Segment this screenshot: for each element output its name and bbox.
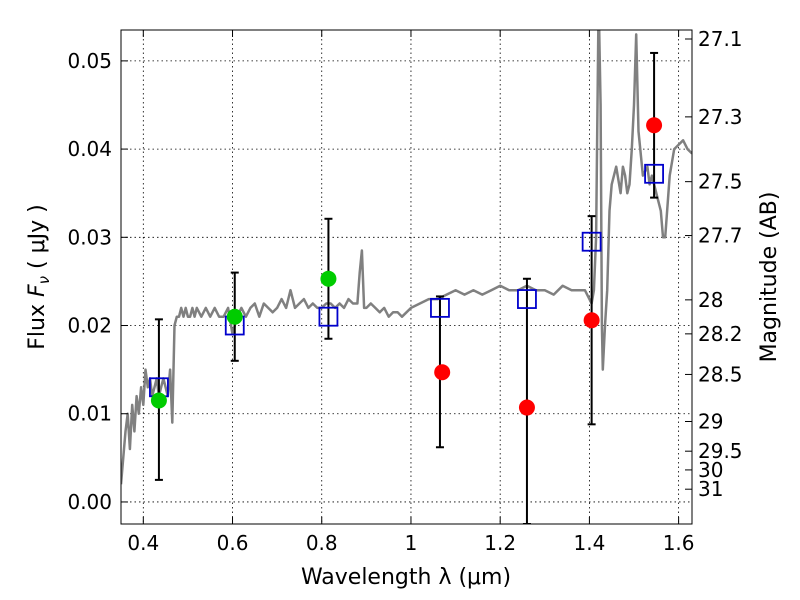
model-square [644,163,664,184]
grid-lines [121,30,692,524]
y-axis-label-suffix: ( μJy ) [25,204,50,276]
magnitude-tick-label: 27.1 [698,27,743,51]
model-square [581,231,602,252]
magnitude-tick-label: 27.7 [698,224,743,248]
green-points [150,270,337,409]
magnitude-axis-label: Magnitude (AB) [757,192,782,363]
y-axis-label: Flux Fν ( μJy ) [25,204,53,349]
x-tick-label: 1.6 [663,531,695,555]
plot-content [121,30,692,524]
red-point [518,399,535,416]
magnitude-tick-label: 31 [698,477,723,501]
x-tick-label: 0.8 [306,531,338,555]
magnitude-tick-label: 28.2 [698,322,743,346]
magnitude-tick-label: 29 [698,409,723,433]
y-axis-label-prefix: Flux [25,297,50,350]
magnitude-tick-label: 28.5 [698,362,743,386]
y-tick-label: 0.05 [67,49,112,73]
magnitude-tick-label: 27.3 [698,105,743,129]
y-tick-label: 0.03 [67,225,112,249]
errorbars [154,51,659,524]
y-tick-label: 0.00 [67,490,112,514]
green-point [150,392,167,409]
magnitude-tick-label: 27.5 [698,170,743,194]
red-point [434,364,451,381]
magnitude-tick-label: 30 [698,458,723,482]
red-point [583,312,600,329]
y-axis-label-symbol: F [25,284,50,297]
green-point [226,308,243,325]
x-tick-label: 1.2 [484,531,516,555]
green-point [320,270,337,287]
y-tick-label: 0.02 [67,314,112,338]
y-axis-label-subscript: ν [35,276,53,284]
model-photometry-squares [149,163,664,398]
x-tick-label: 1 [405,531,418,555]
y-axis-ticks: 0.00 0.01 0.02 0.03 0.04 0.05 [67,49,128,514]
y-tick-label: 0.01 [67,402,112,426]
magnitude-tick-label: 29.5 [698,439,743,463]
magnitude-tick-label: 28 [698,288,723,312]
x-tick-label: 0.6 [217,531,249,555]
red-points [434,117,663,416]
model-spectrum-line [121,30,692,485]
red-point [646,117,663,134]
x-tick-label: 0.4 [127,531,159,555]
x-axis-label: Wavelength λ (μm) [301,565,511,590]
x-tick-label: 1.4 [573,531,605,555]
model-square [517,289,537,309]
plot-frame [120,29,693,525]
model-square [318,306,339,327]
model-square [430,297,450,318]
y-tick-label: 0.04 [67,137,112,161]
x-axis-ticks: 0.4 0.6 0.8 1 1.2 1.4 1.6 [127,30,695,555]
